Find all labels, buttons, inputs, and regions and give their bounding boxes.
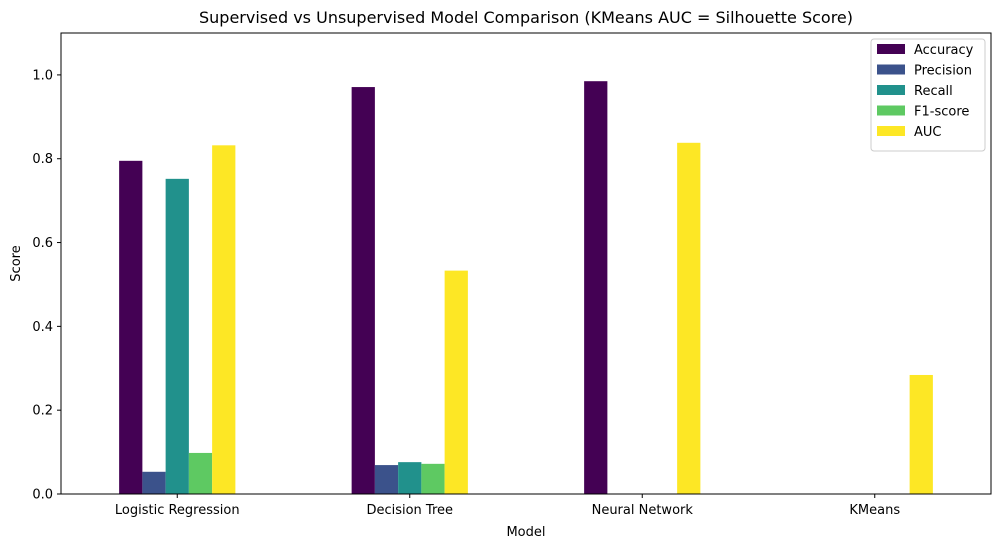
y-tick-label: 1.0 bbox=[32, 68, 53, 83]
y-tick-label: 0.6 bbox=[32, 236, 53, 251]
bar-precision-logistic-regression bbox=[142, 471, 166, 494]
y-tick-label: 0.0 bbox=[32, 488, 53, 503]
x-tick-label: Neural Network bbox=[592, 503, 694, 518]
bar-precision-decision-tree bbox=[374, 465, 399, 494]
bar-recall-logistic-regression bbox=[165, 178, 189, 494]
legend-label: Precision bbox=[914, 64, 972, 79]
bar-f1-score-logistic-regression bbox=[188, 452, 213, 494]
y-tick-label: 0.8 bbox=[32, 152, 53, 167]
legend-label: Accuracy bbox=[914, 43, 974, 58]
bar-auc-kmeans bbox=[909, 374, 933, 494]
y-axis: 0.0 0.2 0.4 0.6 0.8 1.0 bbox=[32, 68, 61, 503]
y-axis-label: Score bbox=[9, 245, 24, 281]
bar-auc-neural-network bbox=[677, 142, 701, 495]
chart-title: Supervised vs Unsupervised Model Compari… bbox=[199, 8, 853, 27]
legend-swatch bbox=[877, 105, 905, 116]
bar-f1-score-decision-tree bbox=[421, 463, 445, 494]
legend-swatch bbox=[877, 126, 905, 136]
bars-layer bbox=[119, 81, 933, 495]
y-tick-label: 0.4 bbox=[32, 320, 53, 335]
plot-frame bbox=[60, 32, 992, 495]
x-axis-label: Model bbox=[506, 525, 545, 540]
legend-items: Accuracy Precision Recall F1-score AUC bbox=[877, 43, 974, 140]
bar-auc-logistic-regression bbox=[212, 145, 236, 494]
legend: Accuracy Precision Recall F1-score AUC bbox=[870, 38, 986, 152]
legend-label: AUC bbox=[914, 125, 942, 140]
bar-accuracy-neural-network bbox=[584, 81, 608, 494]
legend-swatch bbox=[877, 44, 905, 54]
x-tick-label: Logistic Regression bbox=[115, 503, 240, 518]
legend-label: F1-score bbox=[914, 105, 969, 120]
bar-accuracy-decision-tree bbox=[351, 87, 375, 494]
legend-label: Recall bbox=[914, 84, 953, 99]
legend-swatch bbox=[877, 64, 905, 75]
x-axis: Logistic Regression Decision Tree Neural N… bbox=[115, 494, 900, 518]
x-tick-label: KMeans bbox=[849, 503, 900, 518]
x-tick-label: Decision Tree bbox=[366, 503, 453, 518]
bar-auc-decision-tree bbox=[444, 270, 468, 494]
bar-accuracy-logistic-regression bbox=[119, 160, 143, 494]
bar-recall-decision-tree bbox=[398, 462, 422, 494]
y-tick-label: 0.2 bbox=[32, 404, 53, 419]
legend-swatch bbox=[877, 85, 905, 95]
